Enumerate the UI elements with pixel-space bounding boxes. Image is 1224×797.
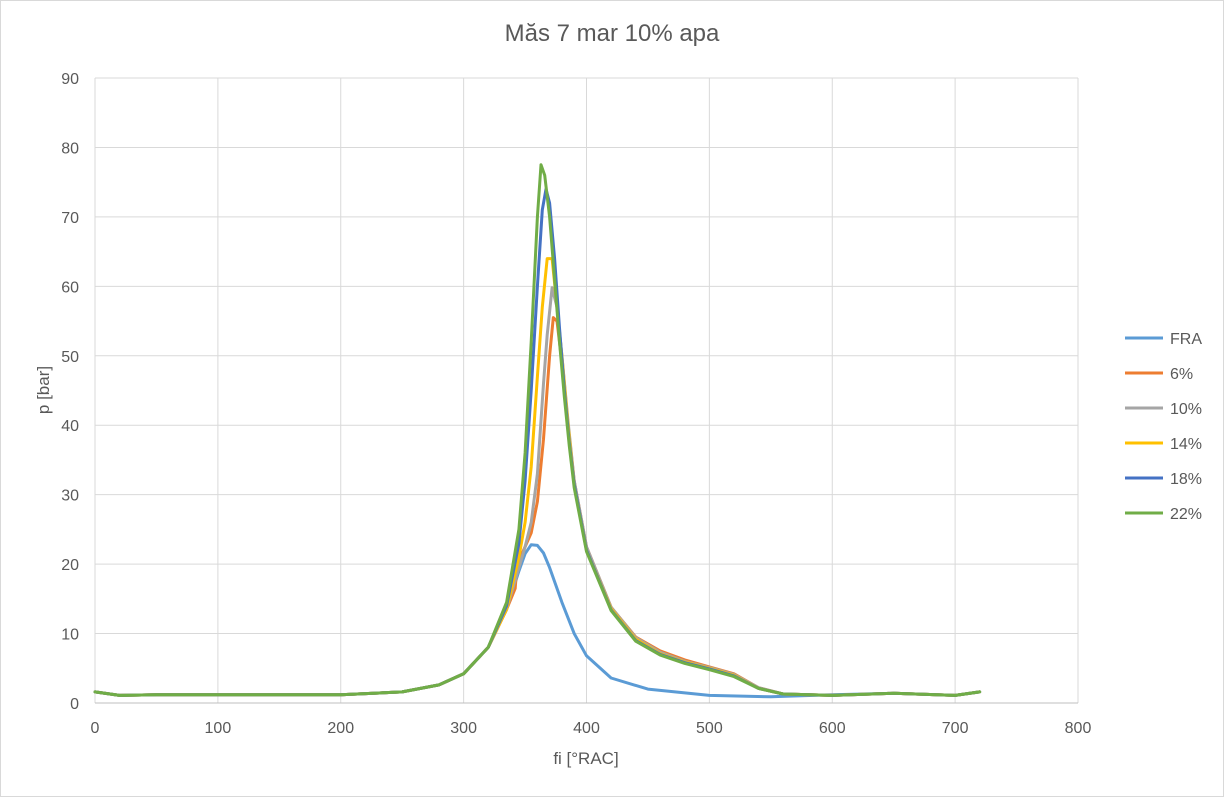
legend: FRA 6% 10% 14% 18% 22% [1125, 331, 1202, 523]
y-tick-label: 80 [61, 140, 79, 157]
series-lines [93, 163, 982, 699]
chart-title: Măs 7 mar 10% apa [504, 20, 720, 47]
gridlines [94, 77, 1079, 703]
y-tick-label: 40 [61, 418, 79, 435]
x-tick-label: 100 [205, 720, 232, 737]
y-tick-label: 50 [61, 349, 79, 366]
x-tick-label: 500 [696, 720, 723, 737]
legend-label: 10% [1170, 401, 1202, 418]
legend-label: 22% [1170, 506, 1202, 523]
y-tick-label: 60 [61, 279, 79, 296]
x-tick-label: 0 [91, 720, 100, 737]
x-tick-label: 700 [942, 720, 969, 737]
y-tick-label: 20 [61, 557, 79, 574]
series-line-fra [93, 543, 982, 699]
x-tick-label: 200 [327, 720, 354, 737]
legend-label: 14% [1170, 436, 1202, 453]
y-tick-label: 90 [61, 71, 79, 88]
y-tick-label: 70 [61, 210, 79, 227]
y-axis-title: p [bar] [34, 366, 53, 414]
x-tick-label: 600 [819, 720, 846, 737]
y-tick-label: 10 [61, 627, 79, 644]
series-line-22pct [93, 163, 982, 697]
legend-label: 6% [1170, 366, 1193, 383]
legend-label: FRA [1170, 331, 1202, 348]
series-line-18pct [93, 187, 982, 697]
axes: 0 10 20 30 40 50 60 70 80 90 0 100 200 300 400 500 600 70… [61, 71, 1091, 737]
y-tick-label: 0 [70, 696, 79, 713]
legend-label: 18% [1170, 471, 1202, 488]
x-tick-label: 400 [573, 720, 600, 737]
x-tick-label: 300 [450, 720, 477, 737]
y-tick-label: 30 [61, 488, 79, 505]
x-axis-title: fi [°RAC] [553, 749, 618, 768]
x-tick-label: 800 [1065, 720, 1092, 737]
